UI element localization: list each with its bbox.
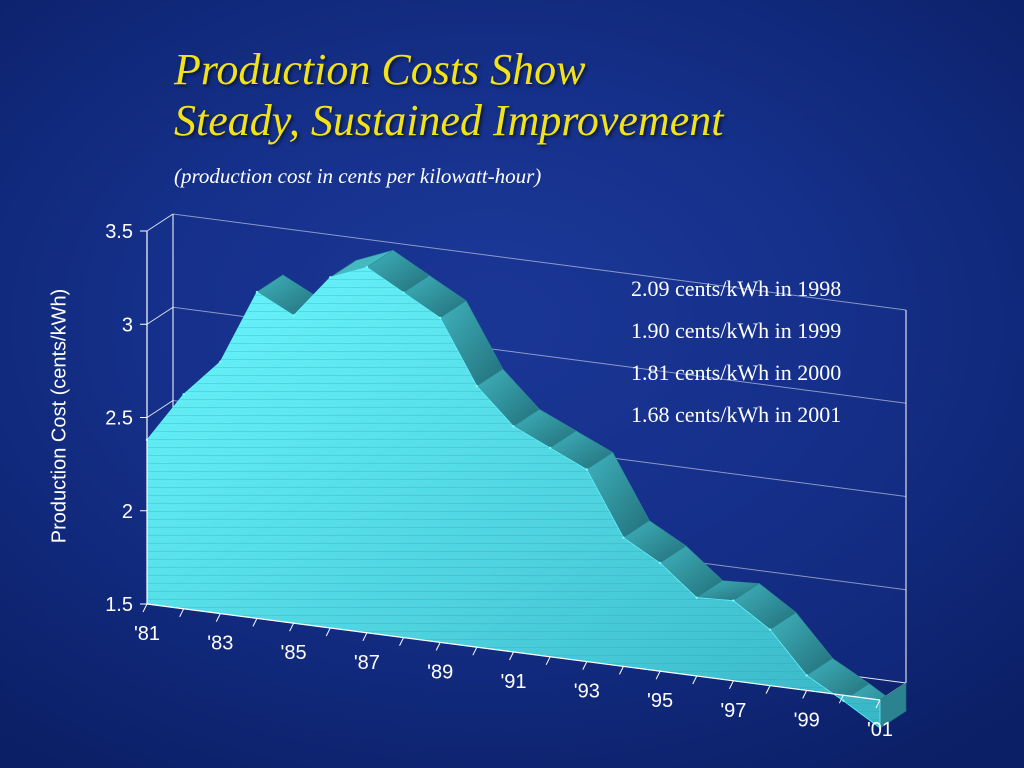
x-tick — [179, 608, 185, 618]
data-point — [475, 384, 479, 388]
x-tick — [655, 670, 661, 680]
x-tick-label: '85 — [281, 642, 307, 664]
x-tick — [252, 618, 258, 627]
x-tick — [692, 675, 698, 685]
x-tick — [509, 651, 514, 661]
gridline — [172, 213, 907, 311]
data-point — [365, 266, 369, 269]
x-tick — [802, 690, 808, 699]
data-point — [585, 468, 588, 471]
x-tick-label: '83 — [207, 633, 233, 655]
data-point — [805, 674, 808, 677]
x-tick — [472, 646, 478, 656]
y-tick-label: 3 — [122, 314, 133, 336]
data-point — [439, 316, 442, 320]
x-tick — [289, 622, 295, 632]
data-point — [548, 446, 552, 450]
x-tick-label: '81 — [134, 623, 160, 645]
x-tick — [582, 661, 588, 670]
data-point — [732, 599, 735, 602]
x-tick — [545, 656, 551, 666]
chart-title-line2: Steady, Sustained Improvement — [174, 96, 724, 145]
x-tick — [619, 666, 624, 675]
data-point — [329, 276, 332, 279]
x-tick — [875, 699, 881, 709]
data-point — [219, 360, 222, 364]
x-tick-label: '99 — [794, 709, 820, 731]
data-point — [182, 393, 185, 396]
chart-subtitle: (production cost in cents per kilowatt-h… — [174, 164, 542, 188]
x-tick-label: '93 — [574, 681, 600, 703]
x-tick — [362, 632, 368, 642]
x-tick — [838, 694, 844, 704]
data-point — [402, 291, 405, 294]
area-front-stripes — [147, 267, 880, 728]
x-tick-label: '89 — [427, 661, 453, 683]
gridline-connector — [146, 400, 174, 418]
data-point — [658, 561, 662, 565]
x-tick — [399, 637, 404, 646]
data-point — [512, 425, 515, 428]
x-tick-label: '97 — [720, 700, 746, 722]
y-tick-label: 2 — [122, 501, 133, 523]
data-point — [768, 628, 772, 631]
x-tick-label: '01 — [867, 719, 893, 741]
data-point — [878, 726, 882, 730]
gridline-connector — [146, 306, 174, 325]
chart-title: Production Costs Show Steady, Sustained … — [174, 44, 723, 146]
y-tick-label: 2.5 — [105, 408, 133, 430]
gridline-connector — [146, 213, 174, 232]
chart-title-line1: Production Costs Show — [174, 45, 586, 94]
x-tick — [765, 685, 771, 694]
annotation-label: 1.90 cents/kWh in 1999 — [631, 318, 841, 343]
data-point — [695, 596, 698, 599]
x-tick — [325, 627, 331, 637]
annotation-label: 1.81 cents/kWh in 2000 — [631, 360, 841, 385]
data-point — [842, 699, 845, 702]
x-tick — [728, 680, 734, 690]
x-tick-label: '87 — [354, 652, 380, 674]
data-point — [622, 536, 625, 539]
data-point — [255, 290, 259, 294]
x-tick-label: '91 — [500, 671, 526, 693]
x-tick — [215, 613, 221, 622]
y-tick-label: 3.5 — [105, 221, 133, 243]
y-axis-label: Production Cost (cents/kWh) — [48, 288, 71, 544]
annotation-label: 1.68 cents/kWh in 2001 — [631, 402, 841, 427]
x-tick-label: '95 — [647, 690, 673, 712]
x-tick — [142, 603, 148, 613]
data-point — [292, 314, 295, 317]
y-tick-label: 1.5 — [105, 594, 133, 616]
x-tick — [435, 642, 441, 651]
annotation-label: 2.09 cents/kWh in 1998 — [631, 276, 841, 301]
